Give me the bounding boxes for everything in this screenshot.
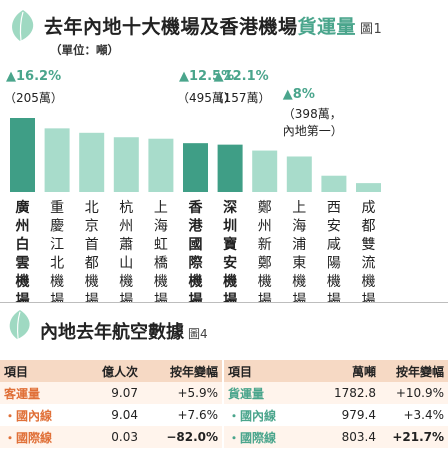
growth-label-3: ▲8% [283, 87, 315, 102]
section-divider [0, 302, 448, 303]
row-value-left: 9.04 [80, 404, 142, 426]
leaf-icon [12, 10, 34, 42]
value-label-0: （205萬） [4, 91, 63, 105]
bar-2 [79, 132, 105, 192]
row-label-right: 貨運量 [222, 382, 302, 404]
row-label-right: ・國內線 [222, 404, 302, 426]
bar-5 [183, 143, 208, 192]
bar-4 [148, 138, 174, 192]
row-label-right: ・國際線 [222, 426, 302, 448]
leaf-icon-2 [9, 309, 30, 340]
value-label-1: （495萬） [177, 91, 236, 105]
table-row: 客運量 9.07 +5.9% 貨運量 1782.8 +10.9% [0, 382, 448, 404]
category-label-8: 上海浦東機場 [292, 200, 306, 302]
growth-label-1: ▲12.5% [179, 69, 234, 84]
header-passengers: 億人次 [80, 360, 142, 382]
bar-1 [44, 128, 70, 192]
category-label-5: 香港國際機場 [188, 199, 204, 302]
category-label-9: 西安咸陽機場 [327, 200, 341, 302]
bar-6 [217, 144, 243, 192]
table-row: ・國際線 0.03 −82.0% ・國際線 803.4 +21.7% [0, 426, 448, 448]
figure-tag: 圖1 [360, 22, 383, 37]
row-change-right: +3.4% [380, 404, 448, 426]
row-label-left: ・國際線 [0, 426, 80, 448]
category-label-0: 廣州白雲機場 [15, 199, 30, 302]
category-label-3: 杭州蕭山機場 [119, 200, 133, 302]
category-label-4: 上海虹橋機場 [154, 200, 168, 302]
growth-label-0: ▲16.2% [6, 69, 61, 84]
bar-9 [321, 175, 347, 192]
bar-3 [113, 137, 139, 192]
header-tonnes: 萬噸 [302, 360, 380, 382]
category-label-6: 深圳寶安機場 [223, 199, 237, 302]
table-title-text: 內地去年航空數據 [40, 322, 184, 343]
value-label-3-line2: 內地第一） [283, 124, 343, 138]
chart-title-highlight: 貨運量 [297, 16, 357, 38]
row-value-right: 979.4 [302, 404, 380, 426]
row-label-left: 客運量 [0, 382, 80, 404]
bar-10 [356, 183, 381, 192]
unit-label: （單位：噸） [50, 43, 119, 57]
chart-title-main: 去年內地十大機場及香港機場 [44, 16, 298, 38]
row-label-left: ・國內線 [0, 404, 80, 426]
category-label-2: 北京首都機場 [85, 200, 99, 302]
category-label-10: 成都雙流機場 [362, 200, 376, 302]
row-change-left: −82.0% [142, 426, 223, 448]
row-value-left: 0.03 [80, 426, 142, 448]
table-row: ・國內線 9.04 +7.6% ・國內線 979.4 +3.4% [0, 404, 448, 426]
table-title: 內地去年航空數據 圖4 [40, 318, 208, 344]
value-label-2: （157萬） [212, 91, 271, 105]
growth-label-2: ▲12.1% [214, 69, 269, 84]
table-figure-tag: 圖4 [188, 327, 208, 341]
row-change-right: +10.9% [380, 382, 448, 404]
bar-8 [286, 156, 312, 192]
aviation-stats-table: 項目 億人次 按年變幅 項目 萬噸 按年變幅 客運量 9.07 +5.9% 貨運… [0, 360, 448, 448]
row-value-right: 803.4 [302, 426, 380, 448]
row-value-right: 1782.8 [302, 382, 380, 404]
row-change-left: +5.9% [142, 382, 223, 404]
bar-chart: 廣州白雲機場 重慶江北機場 北京首都機場 杭州蕭山機場 上海虹橋機場 香港國際機場 深圳寶安… [4, 69, 381, 302]
category-label-7: 鄭州新鄭機場 [258, 200, 272, 302]
bar-7 [252, 150, 278, 192]
category-label-1: 重慶江北機場 [50, 200, 64, 302]
bar-0 [10, 118, 35, 192]
header-item-left: 項目 [0, 360, 80, 382]
header-item-right: 項目 [222, 360, 302, 382]
row-value-left: 9.07 [80, 382, 142, 404]
table-header-row: 項目 億人次 按年變幅 項目 萬噸 按年變幅 [0, 360, 448, 382]
value-label-3: （398萬， [283, 107, 342, 121]
row-change-right: +21.7% [380, 426, 448, 448]
header-change-left: 按年變幅 [142, 360, 223, 382]
chart-title: 去年內地十大機場及香港機場貨運量 圖1 [44, 12, 382, 39]
row-change-left: +7.6% [142, 404, 223, 426]
header-change-right: 按年變幅 [380, 360, 448, 382]
